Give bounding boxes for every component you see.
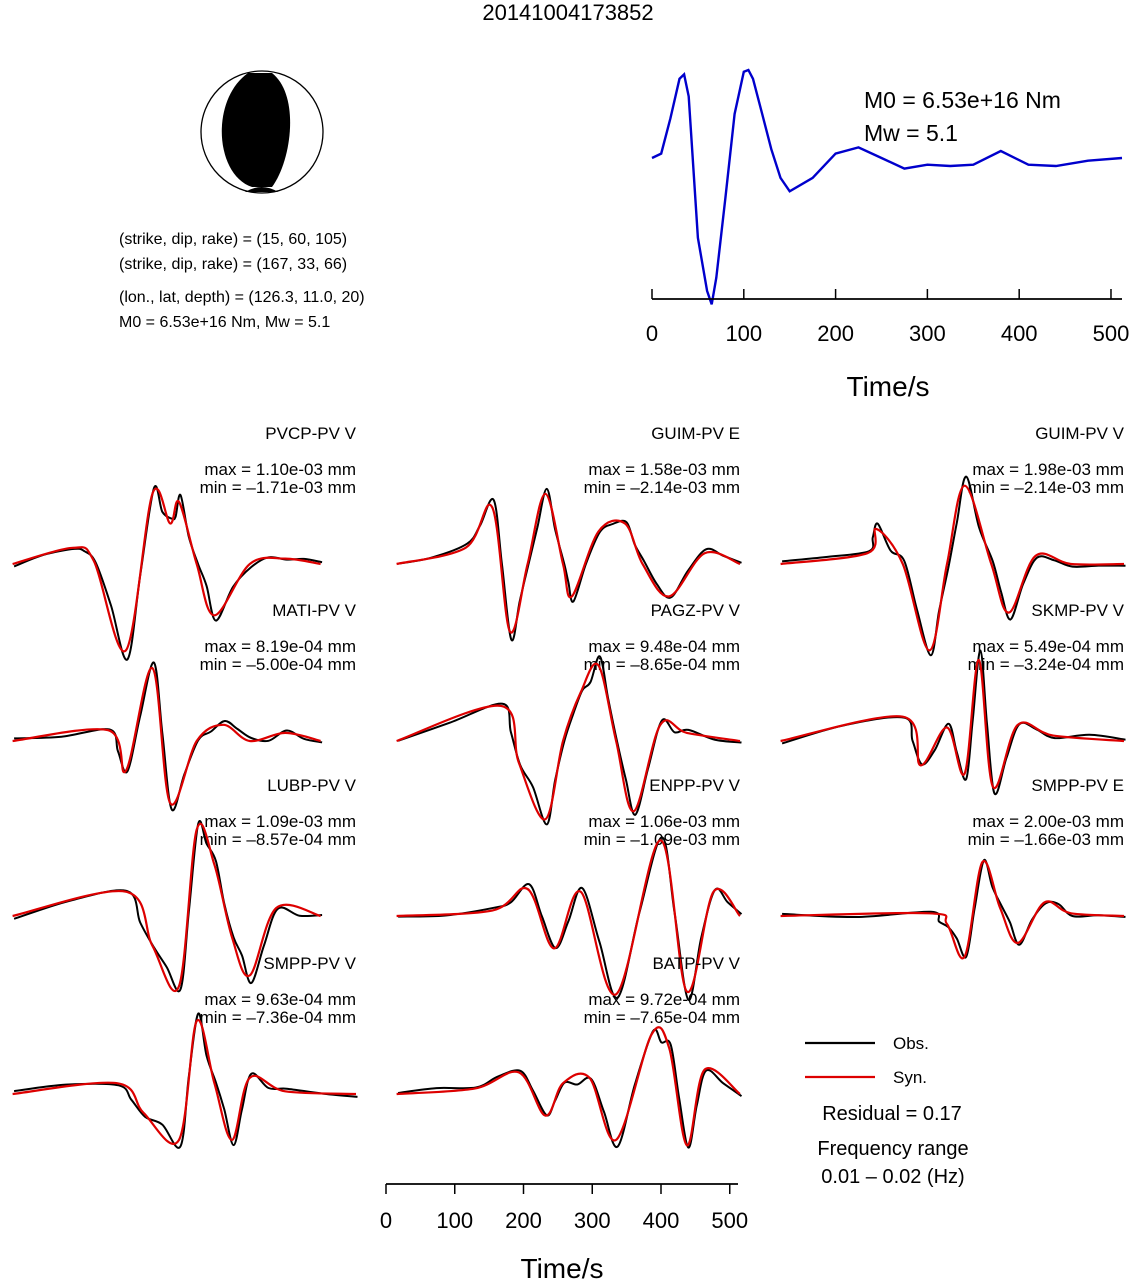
x-tick-label: 300 (909, 321, 946, 346)
station-label: GUIM-PV E (651, 424, 740, 443)
bottom-x-label: Time/s (521, 1253, 604, 1283)
max-amplitude-label: max = 5.49e-04 mm (972, 637, 1124, 656)
legend-obs-label: Obs. (893, 1034, 929, 1053)
observed-waveform (13, 485, 323, 661)
synthetic-waveform (12, 487, 321, 653)
synthetic-waveform (396, 839, 741, 996)
max-amplitude-label: max = 8.19e-04 mm (204, 637, 356, 656)
stf-mw-label: Mw = 5.1 (864, 120, 958, 146)
x-tick-label: 200 (817, 321, 854, 346)
synthetic-waveform (780, 658, 1125, 790)
legend-syn-label: Syn. (893, 1068, 927, 1087)
x-tick-label: 100 (436, 1208, 473, 1233)
observed-waveform (398, 836, 743, 1001)
min-amplitude-label: min = –5.00e-04 mm (200, 655, 356, 674)
max-amplitude-label: max = 9.48e-04 mm (588, 637, 740, 656)
x-tick-label: 400 (643, 1208, 680, 1233)
max-amplitude-label: max = 9.72e-04 mm (588, 990, 740, 1009)
min-amplitude-label: min = –7.36e-04 mm (200, 1008, 356, 1027)
min-amplitude-label: min = –8.57e-04 mm (200, 830, 356, 849)
min-amplitude-label: min = –3.24e-04 mm (968, 655, 1124, 674)
observed-waveform (13, 1012, 358, 1149)
station-label: BATP-PV V (652, 954, 740, 973)
stf-line (651, 68, 1123, 305)
x-tick-label: 500 (711, 1208, 748, 1233)
legend: Obs. Syn. (805, 1034, 929, 1087)
location-depth: (lon., lat, depth) = (126.3, 11.0, 20) (119, 289, 365, 306)
observed-waveform (782, 858, 1126, 959)
station-label: SMPP-PV E (1031, 776, 1124, 795)
min-amplitude-label: min = –1.09e-03 mm (584, 830, 740, 849)
max-amplitude-label: max = 1.98e-03 mm (972, 460, 1124, 479)
min-amplitude-label: min = –2.14e-03 mm (584, 478, 740, 497)
synthetic-waveform (396, 662, 741, 821)
max-amplitude-label: max = 1.10e-03 mm (204, 460, 356, 479)
station-label: SMPP-PV V (263, 954, 356, 973)
station-label: LUBP-PV V (267, 776, 356, 795)
min-amplitude-label: min = –8.65e-04 mm (584, 655, 740, 674)
strike-dip-rake-2: (strike, dip, rake) = (167, 33, 66) (119, 256, 347, 273)
x-tick-label: 0 (646, 321, 658, 346)
x-tick-label: 400 (1001, 321, 1038, 346)
max-amplitude-label: max = 1.09e-03 mm (204, 812, 356, 831)
max-amplitude-label: max = 2.00e-03 mm (972, 812, 1124, 831)
synthetic-waveform (12, 822, 321, 993)
min-amplitude-label: min = –1.71e-03 mm (200, 478, 356, 497)
bottom-x-ticks: 0 100 200 300 400 500 (380, 1184, 748, 1233)
observed-waveform (397, 655, 742, 826)
station-label: PAGZ-PV V (651, 601, 741, 620)
synthetic-waveform (396, 1026, 741, 1147)
station-label: SKMP-PV V (1031, 601, 1124, 620)
min-amplitude-label: min = –2.14e-03 mm (968, 478, 1124, 497)
figure-title: 20141004173852 (482, 0, 653, 25)
synthetic-waveform (396, 492, 741, 634)
observed-waveform (397, 1028, 743, 1149)
max-amplitude-label: max = 9.63e-04 mm (204, 990, 356, 1009)
x-tick-label: 500 (1093, 321, 1130, 346)
x-tick-label: 0 (380, 1208, 392, 1233)
stf-x-label: Time/s (847, 371, 930, 402)
frequency-title: Frequency range (817, 1138, 968, 1160)
synthetic-waveform (12, 1018, 357, 1145)
observed-waveform (13, 820, 323, 993)
moment-magnitude-line: M0 = 6.53e+16 Nm, Mw = 5.1 (119, 314, 330, 331)
x-tick-label: 100 (725, 321, 762, 346)
max-amplitude-label: max = 1.58e-03 mm (588, 460, 740, 479)
station-label: ENPP-PV V (649, 776, 740, 795)
beachball-icon (200, 70, 324, 194)
station-label: MATI-PV V (272, 601, 356, 620)
stf-plot: 0 100 200 300 400 500 M0 = 6.53e+16 Nm Mw = 5… (646, 68, 1129, 402)
stf-m0-label: M0 = 6.53e+16 Nm (864, 87, 1061, 113)
x-tick-label: 300 (574, 1208, 611, 1233)
synthetic-waveform (12, 666, 321, 806)
synthetic-waveform (780, 484, 1125, 652)
x-tick-label: 200 (505, 1208, 542, 1233)
strike-dip-rake-1: (strike, dip, rake) = (15, 60, 105) (119, 231, 347, 248)
frequency-range: 0.01 – 0.02 (Hz) (821, 1166, 964, 1188)
residual-text: Residual = 0.17 (822, 1103, 962, 1125)
min-amplitude-label: min = –1.66e-03 mm (968, 830, 1124, 849)
observed-waveform (781, 475, 1126, 657)
max-amplitude-label: max = 1.06e-03 mm (588, 812, 740, 831)
synthetic-waveform (780, 859, 1125, 960)
station-label: PVCP-PV V (265, 424, 356, 443)
station-label: GUIM-PV V (1035, 424, 1124, 443)
min-amplitude-label: min = –7.65e-04 mm (584, 1008, 740, 1027)
stf-x-ticks: 0 100 200 300 400 500 (646, 289, 1129, 346)
bottom-time-axis: 0 100 200 300 400 500 Time/s (380, 1183, 748, 1283)
